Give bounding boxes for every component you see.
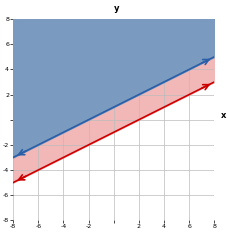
Text: x: x	[220, 111, 225, 120]
Text: y: y	[114, 4, 119, 13]
